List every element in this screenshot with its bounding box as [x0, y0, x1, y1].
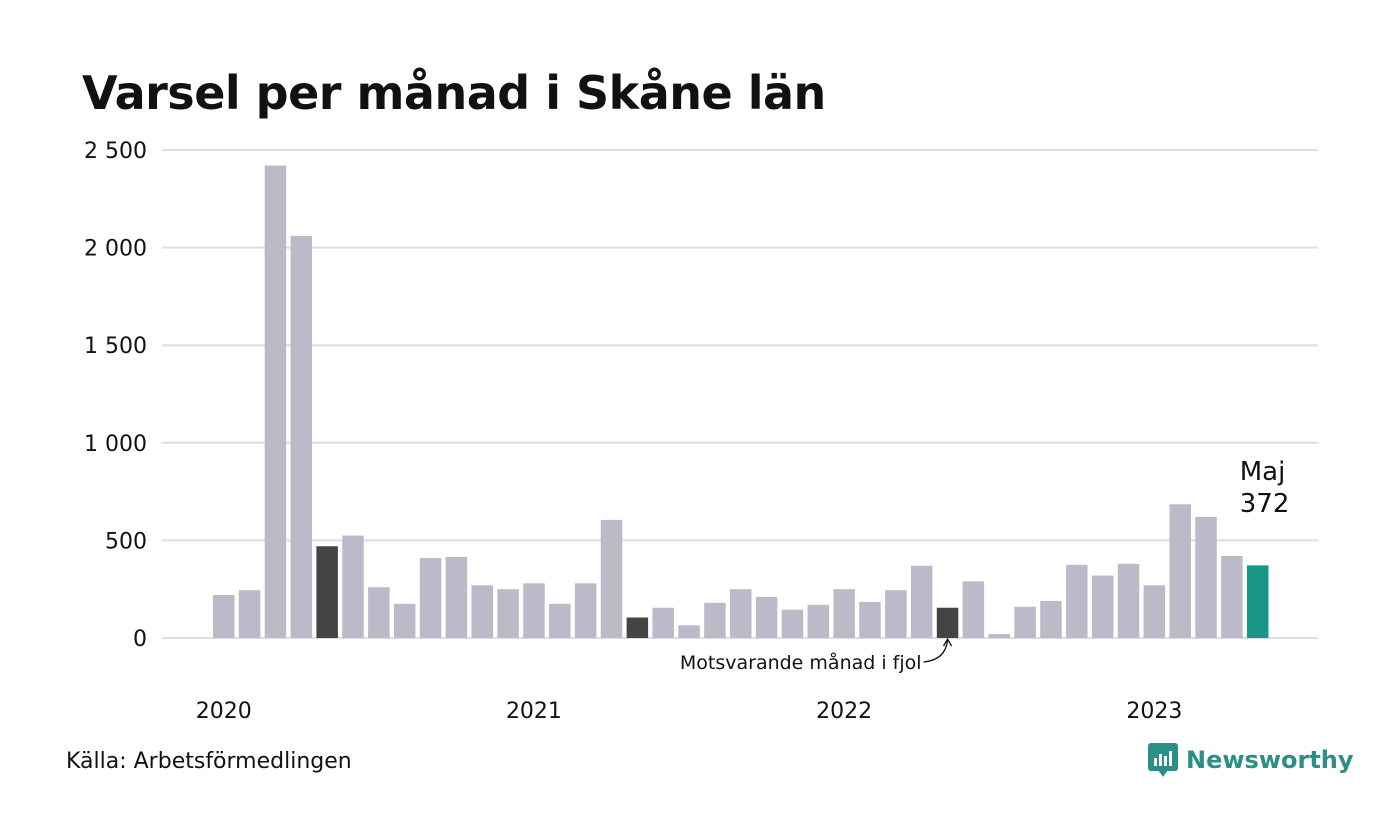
bar	[988, 634, 1010, 638]
bar	[1066, 564, 1088, 638]
bar	[523, 583, 545, 638]
y-tick-label: 0	[133, 627, 147, 652]
chart-title: Varsel per månad i Skåne län	[82, 66, 826, 120]
bar	[1247, 565, 1269, 638]
annotation-arrowhead	[942, 637, 953, 647]
latest-month-label: Maj	[1240, 457, 1286, 487]
bar	[652, 607, 674, 638]
bar	[730, 589, 752, 638]
previous-year-label: Motsvarande månad i fjol	[680, 651, 922, 674]
bar	[678, 625, 700, 638]
bar	[1143, 585, 1166, 638]
bar	[316, 546, 338, 638]
newsworthy-brand[interactable]: Newsworthy	[1148, 743, 1354, 777]
bar	[1195, 516, 1217, 638]
bar	[936, 607, 959, 638]
latest-value-label: 372	[1240, 489, 1290, 519]
source-note: Källa: Arbetsförmedlingen	[66, 749, 352, 774]
bar	[755, 597, 778, 638]
x-tick-label: 2022	[816, 699, 872, 724]
bar	[213, 595, 235, 638]
bar	[368, 587, 390, 638]
bar	[393, 603, 416, 638]
bar	[781, 609, 804, 638]
bar	[549, 603, 571, 638]
bar	[833, 589, 855, 638]
x-tick-label: 2020	[196, 699, 252, 724]
bar	[962, 581, 985, 638]
bar	[238, 590, 261, 638]
bar	[807, 604, 830, 638]
bar	[1014, 606, 1036, 638]
bar	[574, 583, 597, 638]
annotation-arrow	[923, 639, 949, 663]
x-tick-label: 2023	[1126, 699, 1182, 724]
bar	[1091, 575, 1114, 638]
bar	[290, 235, 313, 638]
bar	[859, 601, 881, 638]
bar	[885, 590, 907, 638]
bar	[445, 556, 468, 638]
bar	[1040, 600, 1062, 638]
bar	[1169, 504, 1191, 638]
bar	[264, 165, 287, 638]
bar	[497, 589, 519, 638]
newsworthy-logo-icon	[1148, 743, 1178, 777]
y-tick-label: 1 500	[84, 334, 147, 359]
bar	[626, 617, 649, 638]
y-tick-label: 500	[105, 529, 147, 554]
bar	[1221, 556, 1243, 638]
bar	[342, 535, 364, 638]
y-tick-label: 2 000	[84, 237, 147, 262]
bar	[600, 519, 623, 638]
y-tick-label: 2 500	[84, 139, 147, 164]
bar	[471, 585, 493, 638]
bar	[419, 557, 442, 638]
x-tick-label: 2021	[506, 699, 562, 724]
bar	[704, 602, 726, 638]
y-tick-label: 1 000	[84, 432, 147, 457]
bar	[910, 565, 933, 638]
bar	[1117, 563, 1140, 638]
brand-name: Newsworthy	[1186, 746, 1354, 774]
